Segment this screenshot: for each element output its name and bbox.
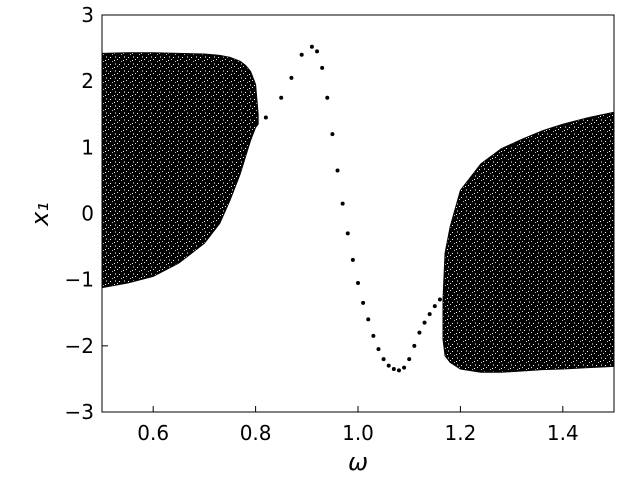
orbit-point <box>350 257 355 262</box>
orbit-point <box>443 290 448 295</box>
x-tick-label: 0.6 <box>137 421 169 445</box>
orbit-point <box>407 357 412 362</box>
orbit-point <box>309 44 314 49</box>
y-axis-label: x₁ <box>26 202 54 227</box>
orbit-point <box>330 132 335 137</box>
orbit-point <box>356 280 360 285</box>
y-tick-label: −3 <box>65 400 94 424</box>
orbit-point <box>361 300 366 305</box>
orbit-point <box>366 317 371 322</box>
orbit-point <box>340 201 345 206</box>
orbit-point <box>376 347 381 352</box>
orbit-point <box>320 65 325 70</box>
x-axis-label: ω <box>348 448 368 476</box>
orbit-point <box>263 115 268 120</box>
orbit-point <box>422 320 427 325</box>
x-tick-label: 1.4 <box>547 421 579 445</box>
orbit-point <box>417 330 422 335</box>
y-tick-label: 1 <box>81 135 94 159</box>
orbit-point <box>427 312 432 317</box>
x-tick-label: 1.0 <box>342 421 374 445</box>
orbit-point <box>325 95 330 100</box>
orbit-point <box>345 231 350 236</box>
orbit-point <box>396 368 401 373</box>
orbit-point <box>402 365 407 370</box>
y-tick-label: −1 <box>65 268 94 292</box>
orbit-point <box>315 49 320 54</box>
orbit-point <box>432 304 437 309</box>
x-tick-label: 0.8 <box>240 421 272 445</box>
orbit-point <box>279 95 284 100</box>
chaotic-band <box>101 52 259 289</box>
orbit-point <box>335 168 340 173</box>
orbit-point <box>437 297 442 302</box>
orbit-point <box>253 122 258 127</box>
chaotic-band <box>442 111 615 373</box>
orbit-point <box>289 75 294 80</box>
x-tick-label: 1.2 <box>444 421 476 445</box>
y-tick-label: 2 <box>81 69 94 93</box>
orbit-point <box>371 333 376 338</box>
y-tick-label: 0 <box>81 202 94 226</box>
orbit-point <box>412 343 417 348</box>
orbit-point <box>391 366 396 371</box>
orbit-point <box>299 52 304 57</box>
y-tick-label: 3 <box>81 3 94 27</box>
orbit-point <box>381 357 386 362</box>
y-tick-label: −2 <box>65 334 94 358</box>
orbit-point <box>386 363 391 368</box>
